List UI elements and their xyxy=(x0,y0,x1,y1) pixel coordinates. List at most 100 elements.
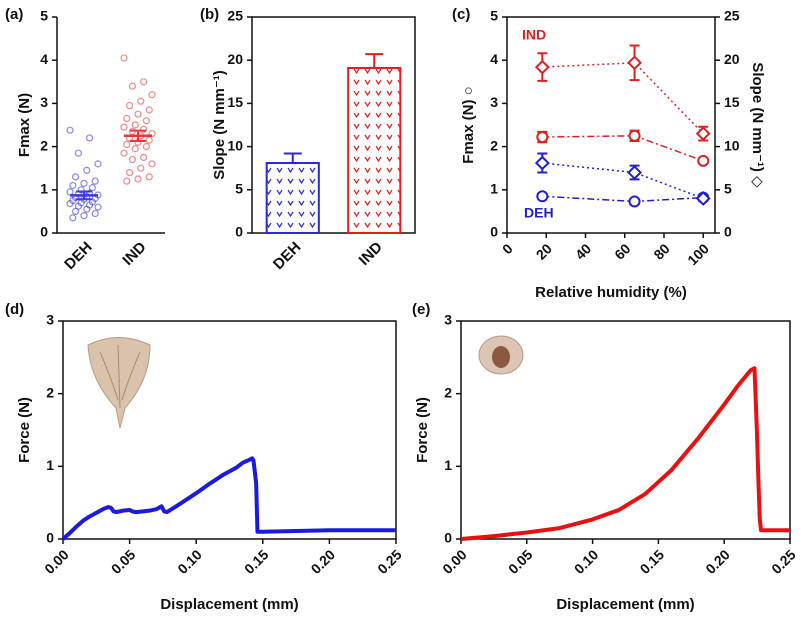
x-tick-label: 0 xyxy=(499,240,516,257)
data-point xyxy=(85,134,94,142)
y-tick-label: 4 xyxy=(40,51,48,67)
x-tick-label: 0.25 xyxy=(768,546,799,577)
marker xyxy=(627,55,642,71)
data-point xyxy=(91,177,99,185)
data-point xyxy=(120,149,128,157)
annotation: DEH xyxy=(524,205,554,221)
y-tick-label: 15 xyxy=(227,94,243,110)
x-tick-label: 0.15 xyxy=(637,546,668,577)
panel-label: (a) xyxy=(5,6,23,23)
y-axis-label: Force (N) xyxy=(414,397,431,463)
marker xyxy=(627,165,642,180)
y-tick-label: 2 xyxy=(444,384,452,400)
plot-frame xyxy=(251,16,416,234)
y-tick-label: 1 xyxy=(46,457,54,473)
x-tick-label: 0.00 xyxy=(41,546,72,577)
data-point xyxy=(126,168,134,177)
panel-label: (d) xyxy=(5,301,24,318)
data-point xyxy=(66,188,74,196)
data-point xyxy=(120,123,128,131)
panel-label: (c) xyxy=(452,6,470,23)
x-tick-label: 0.20 xyxy=(702,546,733,577)
y-tick-label: 3 xyxy=(490,94,498,110)
series-line xyxy=(542,135,704,162)
y2-tick-label: 0 xyxy=(724,224,732,240)
marker xyxy=(695,191,711,206)
x-tick-label: 80 xyxy=(650,240,672,262)
y-tick-label: 2 xyxy=(490,137,498,153)
y-tick-label: 10 xyxy=(227,137,243,153)
seed-photo xyxy=(478,335,524,375)
data-point xyxy=(134,175,142,183)
marker xyxy=(695,126,711,142)
x-tick-label: 0.10 xyxy=(571,546,602,577)
annotation: IND xyxy=(522,27,546,43)
data-point xyxy=(140,78,148,86)
data-point xyxy=(131,145,139,153)
data-point xyxy=(140,153,148,161)
error-bar xyxy=(130,129,146,142)
data-point xyxy=(83,166,91,174)
y-axis-label: Force (N) xyxy=(16,397,33,463)
y-tick-label: 5 xyxy=(40,8,48,24)
bar xyxy=(347,66,402,234)
y-tick-label: 2 xyxy=(40,137,48,153)
data-point xyxy=(80,212,88,220)
y-tick-label: 25 xyxy=(227,8,243,24)
data-point xyxy=(131,121,139,129)
marker xyxy=(534,59,550,75)
y-tick-label: 0 xyxy=(444,530,452,546)
series-line xyxy=(460,366,790,541)
data-point xyxy=(134,110,142,118)
y-axis-label: Slope (N mm⁻¹) xyxy=(211,70,228,180)
data-point xyxy=(71,173,80,181)
data-point xyxy=(142,143,150,151)
data-point xyxy=(94,203,102,211)
data-point xyxy=(145,136,153,144)
y-tick-label: 2 xyxy=(46,384,54,400)
x-axis-label: Displacement (mm) xyxy=(556,596,694,613)
data-point xyxy=(128,155,136,164)
panel-label: (b) xyxy=(200,6,219,23)
marker xyxy=(536,131,549,144)
x-tick-label: 0.05 xyxy=(108,546,139,577)
x-tick-label: IND xyxy=(119,239,149,269)
y-tick-label: 0 xyxy=(40,224,48,240)
y-tick-label: 1 xyxy=(490,181,498,197)
plot-frame xyxy=(506,16,716,234)
y-tick-label: 20 xyxy=(227,51,243,67)
y-tick-label: 4 xyxy=(490,51,498,67)
data-point xyxy=(66,126,74,134)
data-point xyxy=(142,117,150,125)
x-tick-label: IND xyxy=(356,239,386,269)
plot-frame xyxy=(460,320,791,540)
series-line xyxy=(61,456,396,541)
x-tick-label: 0.25 xyxy=(374,546,405,577)
data-point xyxy=(148,160,156,168)
y2-tick-label: 5 xyxy=(724,181,732,197)
y-tick-label: 0 xyxy=(235,224,243,240)
data-point xyxy=(71,207,80,215)
x-tick-label: 60 xyxy=(611,240,633,262)
y-tick-label: 5 xyxy=(235,181,243,197)
y2-tick-label: 20 xyxy=(724,51,740,67)
marker xyxy=(628,129,641,142)
x-tick-label: DEH xyxy=(270,239,304,273)
series-line xyxy=(542,195,704,203)
data-point xyxy=(120,54,128,62)
x-axis-label: Relative humidity (%) xyxy=(535,284,687,301)
plot-frame xyxy=(62,320,397,540)
y-axis-label: Fmax (N) ○ xyxy=(460,86,477,163)
seed-veins xyxy=(99,344,141,409)
x-tick-label: 0.15 xyxy=(241,546,272,577)
y-tick-label: 3 xyxy=(40,94,48,110)
data-point xyxy=(145,173,153,181)
data-point xyxy=(69,214,77,222)
y-tick-label: 1 xyxy=(40,181,48,197)
marker xyxy=(534,155,550,171)
data-point xyxy=(140,125,148,133)
panel-label: (e) xyxy=(412,301,430,318)
x-tick-label: 100 xyxy=(684,240,712,268)
